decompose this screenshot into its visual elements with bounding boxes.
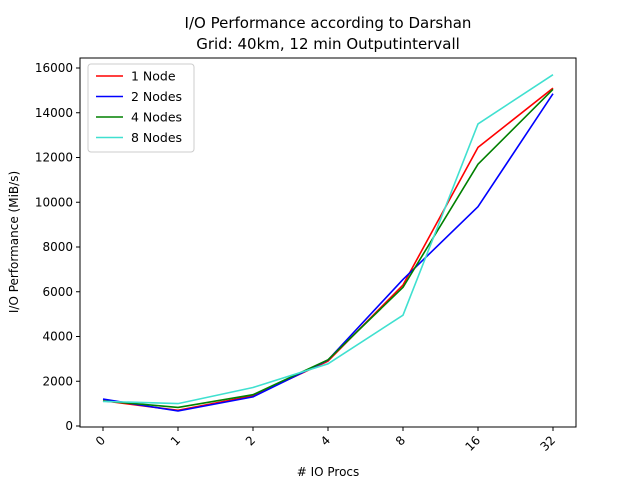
- series-line-4: [102, 74, 554, 405]
- chart-title: I/O Performance according to Darshan: [185, 14, 472, 32]
- y-tick-label: 6000: [42, 285, 73, 299]
- legend-box: [87, 63, 195, 153]
- legend-label: 2 Nodes: [131, 89, 182, 104]
- x-axis: 0 1 2 4 8 16 32: [93, 427, 558, 454]
- x-tick-label: 4: [318, 433, 333, 448]
- x-tick-label: 1: [168, 433, 183, 448]
- chart-subtitle: Grid: 40km, 12 min Outputintervall: [196, 35, 460, 53]
- y-tick-label: 10000: [35, 195, 73, 209]
- x-tick-label: 32: [537, 433, 558, 454]
- y-tick-label: 14000: [35, 106, 73, 120]
- y-axis: 0 2000 4000 6000 8000 10000 12000 14000 16000: [35, 61, 80, 433]
- series-lines: [102, 74, 554, 412]
- legend-label: 1 Node: [131, 69, 176, 84]
- x-tick-label: 16: [462, 433, 483, 454]
- y-tick-label: 16000: [35, 61, 73, 75]
- y-tick-label: 12000: [35, 151, 73, 165]
- x-tick-label: 2: [243, 433, 258, 448]
- legend: 1 Node 2 Nodes 4 Nodes 8 Nodes: [87, 63, 195, 153]
- y-tick-label: 8000: [42, 240, 73, 254]
- x-tick-label: 8: [393, 433, 408, 448]
- legend-label: 8 Nodes: [131, 130, 182, 145]
- x-axis-label: # IO Procs: [297, 465, 360, 479]
- y-tick-label: 4000: [42, 330, 73, 344]
- legend-label: 4 Nodes: [131, 110, 182, 125]
- y-axis-label: I/O Performance (MiB/s): [7, 171, 21, 313]
- x-tick-label: 0: [93, 433, 108, 448]
- series-line-3: [102, 88, 554, 409]
- y-tick-label: 2000: [42, 374, 73, 388]
- y-tick-label: 0: [65, 419, 73, 433]
